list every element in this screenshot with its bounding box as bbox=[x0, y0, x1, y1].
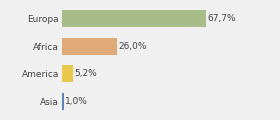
Bar bbox=[62, 38, 117, 55]
Text: 67,7%: 67,7% bbox=[207, 14, 236, 23]
Bar bbox=[62, 10, 206, 27]
Text: 26,0%: 26,0% bbox=[119, 42, 147, 51]
Text: 1,0%: 1,0% bbox=[66, 97, 88, 106]
Text: 5,2%: 5,2% bbox=[74, 69, 97, 78]
Bar bbox=[62, 65, 73, 82]
Bar bbox=[62, 93, 64, 110]
